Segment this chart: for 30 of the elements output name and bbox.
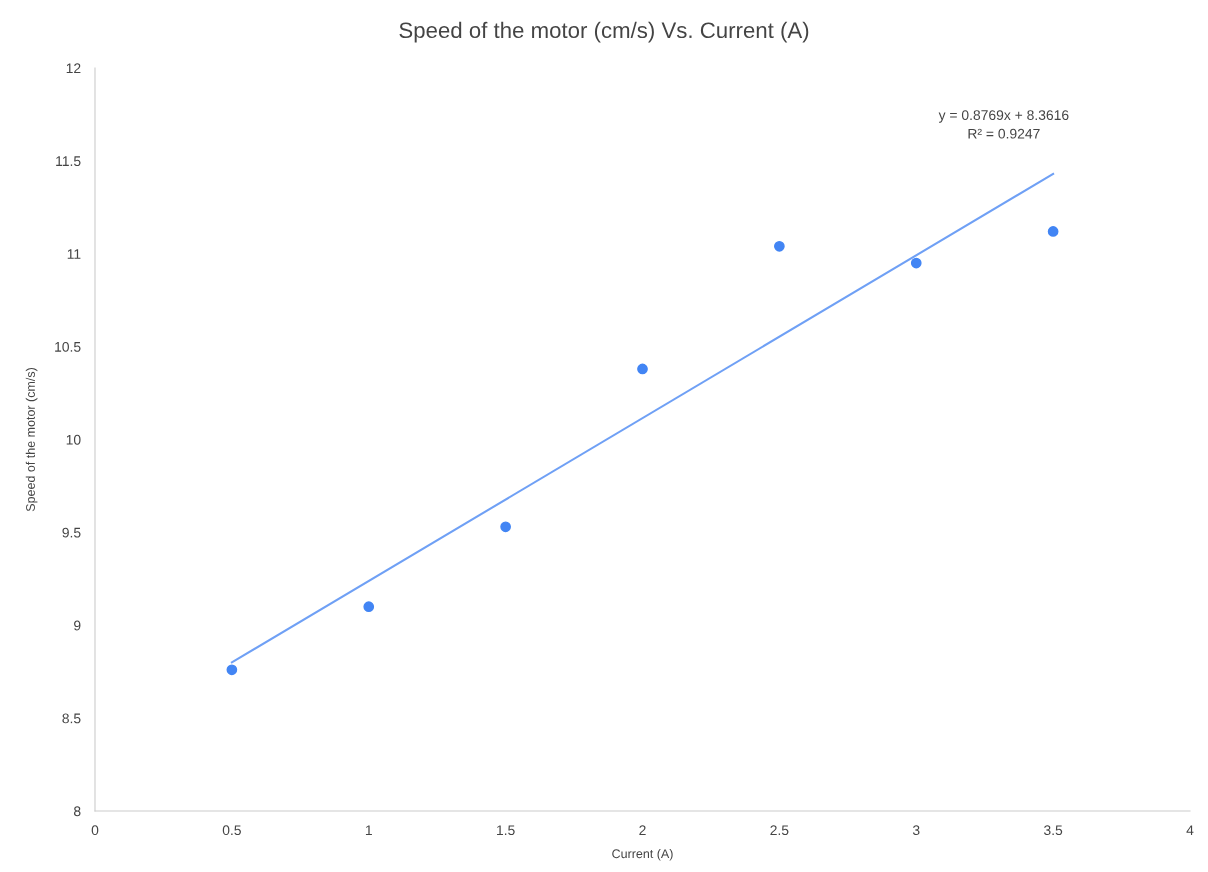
point — [774, 240, 785, 252]
y-tick-label: 8.5 — [62, 713, 81, 724]
point — [1047, 226, 1059, 237]
point — [363, 601, 375, 613]
x-tick-label: 0.5 — [222, 825, 241, 836]
point — [910, 257, 922, 269]
y-tick-label: 11 — [67, 249, 81, 259]
x-tick-label: 1.5 — [497, 825, 515, 836]
y-axis-title: Speed of the motor (cm/s) — [25, 368, 38, 512]
x-tick-label: 2 — [639, 825, 646, 835]
point — [637, 363, 648, 375]
y-tick-label: 9 — [74, 620, 81, 631]
x-tick-label: 3.5 — [1044, 825, 1063, 836]
x-tick-label: 3 — [912, 825, 920, 836]
y-tick-label: 11.5 — [56, 156, 81, 167]
x-tick-label: 1 — [365, 825, 372, 835]
x-tick-label: 0 — [91, 825, 99, 836]
x-tick-label: 4 — [1186, 825, 1194, 835]
annotation: y = 0.8769x + 8.3616 — [938, 110, 1069, 123]
y-tick-label: 12 — [66, 63, 81, 74]
x-tick-label: 2.5 — [770, 825, 789, 836]
y-tick-label: 9.5 — [62, 527, 81, 538]
point — [500, 521, 511, 533]
x-axis-title: Current (A) — [612, 848, 673, 861]
chart-title: Speed of the motor (cm/s) Vs. Current (A) — [399, 21, 809, 43]
y-tick-label: 10 — [66, 434, 81, 445]
annotation: R² = 0.9247 — [968, 128, 1040, 139]
y-tick-label: 8 — [73, 806, 81, 817]
y-tick-label: 10.5 — [55, 341, 81, 352]
point — [226, 664, 238, 676]
